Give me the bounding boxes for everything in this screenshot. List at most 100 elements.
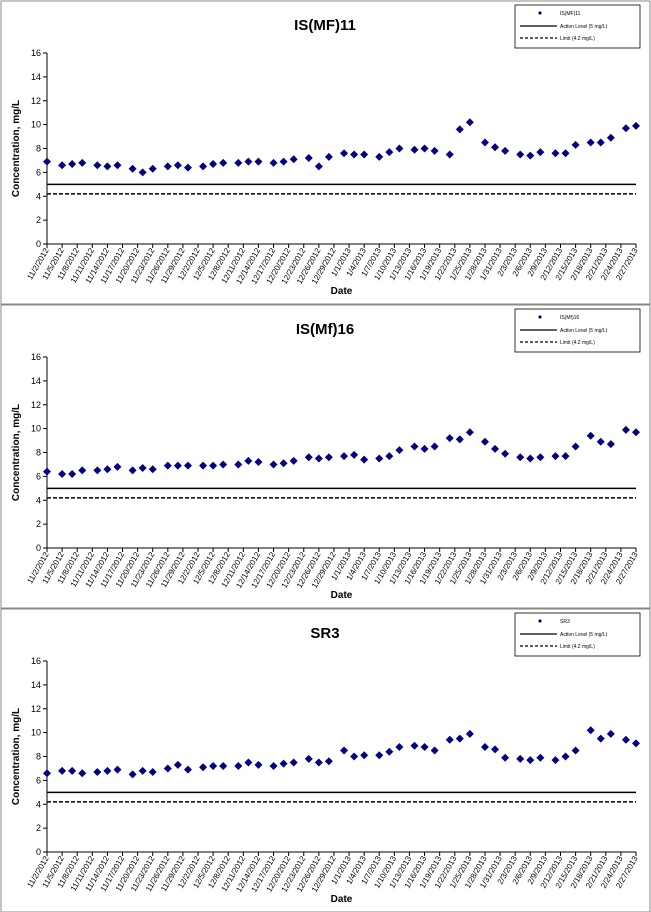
data-point	[586, 138, 595, 147]
data-point	[148, 768, 157, 777]
panel-border	[0, 608, 651, 912]
data-point	[254, 760, 263, 769]
data-point	[279, 157, 288, 166]
data-point	[254, 458, 263, 467]
data-point	[304, 154, 313, 163]
data-point	[491, 143, 500, 152]
legend-label: SR3	[560, 619, 570, 625]
data-point	[621, 124, 630, 133]
legend-label: IS(MF)11	[560, 11, 581, 17]
data-point	[571, 442, 580, 451]
data-point	[58, 161, 67, 170]
legend-label: Limit (4.2 mg/L)	[560, 36, 595, 42]
x-axis-label: Date	[331, 894, 353, 905]
data-point	[128, 164, 137, 173]
data-point	[375, 454, 384, 463]
legend-label: Limit (4.2 mg/L)	[560, 340, 595, 346]
legend-label: Limit (4.2 mg/L)	[560, 644, 595, 650]
data-point	[410, 442, 419, 451]
data-point	[516, 150, 525, 159]
data-point	[536, 753, 545, 762]
data-point	[385, 747, 394, 756]
data-point	[430, 146, 439, 155]
data-point	[68, 766, 77, 775]
y-tick-label: 12	[31, 704, 41, 714]
data-point	[68, 469, 77, 478]
data-point	[269, 158, 278, 167]
data-point	[314, 162, 323, 171]
data-point	[465, 428, 474, 437]
data-point	[244, 758, 253, 767]
data-point	[420, 144, 429, 153]
y-tick-label: 8	[36, 144, 41, 154]
data-point	[551, 149, 560, 158]
data-point	[113, 161, 122, 170]
data-point	[244, 157, 253, 166]
data-point	[93, 466, 102, 475]
y-tick-label: 10	[31, 728, 41, 738]
data-point	[219, 762, 228, 771]
y-axis-label: Concentration, mg/L	[11, 404, 22, 501]
data-point	[516, 453, 525, 462]
data-point	[561, 452, 570, 461]
data-point	[596, 734, 605, 743]
data-point	[93, 161, 102, 170]
chart-title: SR3	[310, 625, 339, 642]
data-point	[173, 461, 182, 470]
data-point	[410, 741, 419, 750]
data-point	[455, 435, 464, 444]
y-tick-label: 12	[31, 400, 41, 410]
data-point	[304, 453, 313, 462]
data-point	[395, 144, 404, 153]
data-point	[219, 158, 228, 167]
y-tick-label: 4	[36, 799, 41, 809]
y-tick-label: 0	[36, 543, 41, 553]
data-point	[314, 454, 323, 463]
data-point	[445, 434, 454, 443]
data-point	[420, 444, 429, 453]
data-point	[209, 762, 218, 771]
data-point	[103, 766, 112, 775]
data-point	[163, 764, 172, 773]
data-point	[536, 453, 545, 462]
data-point	[163, 461, 172, 470]
y-tick-label: 16	[31, 656, 41, 666]
data-point	[526, 756, 535, 765]
y-tick-label: 16	[31, 352, 41, 362]
data-point	[632, 428, 640, 437]
data-point	[375, 152, 384, 161]
data-point	[234, 460, 243, 469]
data-point	[561, 149, 570, 158]
data-point	[340, 149, 349, 158]
data-point	[43, 769, 51, 778]
data-point	[516, 754, 525, 763]
data-point	[632, 739, 640, 748]
y-tick-label: 0	[36, 239, 41, 249]
data-point	[58, 766, 67, 775]
legend-marker	[538, 11, 542, 15]
data-point	[68, 160, 77, 169]
data-point	[269, 460, 278, 469]
data-point	[103, 465, 112, 474]
data-point	[632, 121, 640, 130]
data-point	[138, 464, 147, 473]
y-tick-label: 0	[36, 847, 41, 857]
data-point	[480, 138, 489, 147]
y-tick-label: 6	[36, 471, 41, 481]
y-tick-label: 14	[31, 72, 41, 82]
data-point	[420, 742, 429, 751]
data-point	[350, 752, 359, 761]
data-point	[128, 770, 137, 779]
data-point	[78, 466, 87, 475]
data-point	[606, 133, 615, 142]
data-point	[455, 125, 464, 134]
data-point	[148, 164, 157, 173]
x-axis-label: Date	[331, 286, 353, 297]
data-point	[465, 118, 474, 127]
legend-label: Action Level (5 mg/L)	[560, 632, 608, 638]
data-point	[289, 456, 298, 465]
y-tick-label: 6	[36, 167, 41, 177]
data-point	[324, 757, 333, 766]
data-point	[103, 162, 112, 171]
legend-label: Action Level (5 mg/L)	[560, 328, 608, 334]
